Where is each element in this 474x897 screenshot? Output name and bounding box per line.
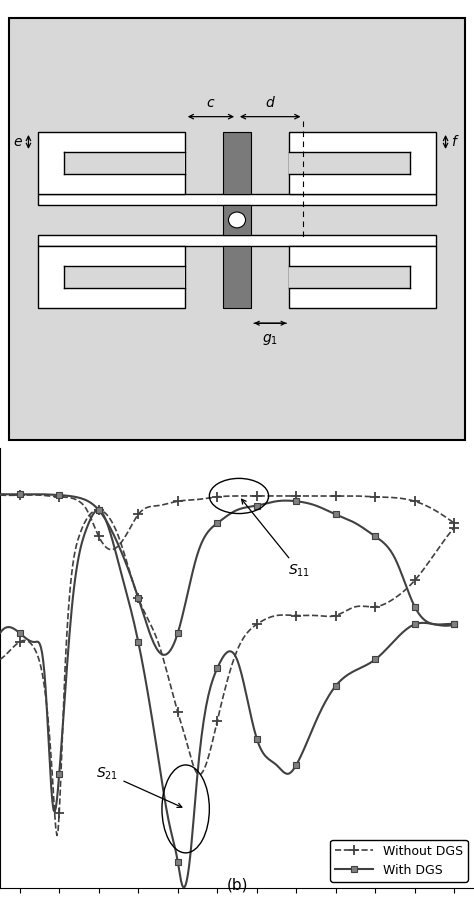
Text: $e$: $e$: [13, 135, 23, 149]
Bar: [289, 266, 410, 288]
Bar: [289, 152, 410, 174]
Legend: Without DGS, With DGS: Without DGS, With DGS: [330, 840, 468, 882]
Bar: [223, 205, 251, 235]
Bar: [64, 266, 185, 288]
Text: (a): (a): [227, 466, 247, 481]
Text: $S_{11}$: $S_{11}$: [242, 500, 310, 579]
Bar: [38, 247, 185, 308]
Bar: [38, 132, 185, 194]
Bar: [38, 235, 436, 247]
Bar: [64, 152, 185, 174]
Circle shape: [228, 212, 246, 228]
Bar: [223, 132, 251, 194]
Bar: [38, 194, 436, 205]
Text: $S_{21}$: $S_{21}$: [96, 765, 182, 807]
Text: $d$: $d$: [265, 95, 275, 110]
Text: $g_1$: $g_1$: [262, 332, 278, 347]
Bar: [289, 247, 436, 308]
Bar: [289, 132, 436, 194]
Text: $c$: $c$: [206, 96, 216, 110]
Bar: [223, 247, 251, 308]
Text: $f$: $f$: [451, 135, 460, 150]
Text: (b): (b): [226, 877, 248, 893]
